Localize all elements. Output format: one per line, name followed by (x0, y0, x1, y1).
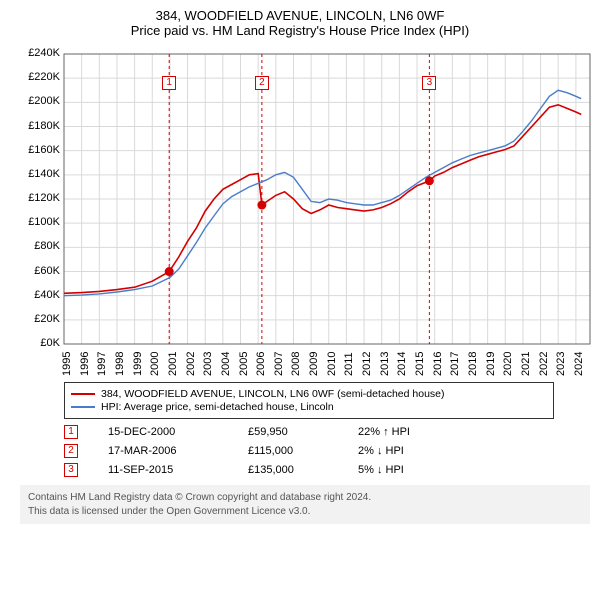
x-tick-label: 2014 (396, 352, 408, 376)
event-price: £59,950 (248, 426, 328, 438)
x-tick-label: 2002 (185, 352, 197, 376)
y-tick-label: £200K (20, 95, 60, 107)
x-tick-label: 2001 (167, 352, 179, 376)
y-tick-label: £120K (20, 192, 60, 204)
x-tick-label: 2004 (220, 352, 232, 376)
title-sub: Price paid vs. HM Land Registry's House … (10, 23, 590, 38)
x-tick-label: 2012 (361, 352, 373, 376)
x-tick-label: 2015 (414, 352, 426, 376)
event-price: £135,000 (248, 464, 328, 476)
title-block: 384, WOODFIELD AVENUE, LINCOLN, LN6 0WF … (10, 8, 590, 38)
x-tick-label: 2000 (149, 352, 161, 376)
chart-area: £0K £20K £40K £60K £80K £100K £120K £140K £160K £… (10, 46, 600, 376)
chart-svg (10, 46, 600, 376)
x-tick-label: 2003 (202, 352, 214, 376)
events-table: 1 15-DEC-2000 £59,950 22% ↑ HPI 2 17-MAR… (64, 425, 590, 477)
legend-label: HPI: Average price, semi-detached house,… (101, 401, 334, 413)
y-tick-label: £240K (20, 47, 60, 59)
x-tick-label: 2021 (520, 352, 532, 376)
legend-label: 384, WOODFIELD AVENUE, LINCOLN, LN6 0WF … (101, 388, 445, 400)
x-tick-label: 1995 (61, 352, 73, 376)
event-date: 11-SEP-2015 (108, 464, 218, 476)
y-tick-label: £80K (20, 240, 60, 252)
x-tick-label: 1999 (132, 352, 144, 376)
event-row: 1 15-DEC-2000 £59,950 22% ↑ HPI (64, 425, 590, 439)
y-tick-label: £220K (20, 71, 60, 83)
legend-swatch (71, 393, 95, 395)
footer-line-1: Contains HM Land Registry data © Crown c… (28, 491, 582, 505)
x-tick-label: 2006 (255, 352, 267, 376)
legend-swatch (71, 406, 95, 408)
event-date: 17-MAR-2006 (108, 445, 218, 457)
x-tick-label: 1998 (114, 352, 126, 376)
legend: 384, WOODFIELD AVENUE, LINCOLN, LN6 0WF … (64, 382, 554, 419)
attribution-footer: Contains HM Land Registry data © Crown c… (20, 485, 590, 524)
event-diff: 22% ↑ HPI (358, 426, 458, 438)
event-date: 15-DEC-2000 (108, 426, 218, 438)
x-tick-label: 2017 (449, 352, 461, 376)
x-tick-label: 2023 (555, 352, 567, 376)
x-tick-label: 2016 (432, 352, 444, 376)
figure-container: 384, WOODFIELD AVENUE, LINCOLN, LN6 0WF … (0, 0, 600, 534)
x-tick-label: 2019 (485, 352, 497, 376)
event-diff: 5% ↓ HPI (358, 464, 458, 476)
x-tick-label: 2020 (502, 352, 514, 376)
footer-line-2: This data is licensed under the Open Gov… (28, 505, 582, 519)
x-tick-label: 1997 (96, 352, 108, 376)
y-tick-label: £0K (20, 337, 60, 349)
x-tick-label: 2008 (290, 352, 302, 376)
title-main: 384, WOODFIELD AVENUE, LINCOLN, LN6 0WF (10, 8, 590, 23)
event-badge: 2 (64, 444, 78, 458)
y-tick-label: £60K (20, 265, 60, 277)
event-marker-badge: 3 (422, 76, 436, 90)
x-tick-label: 2011 (343, 352, 355, 376)
y-tick-label: £160K (20, 144, 60, 156)
event-badge: 1 (64, 425, 78, 439)
event-row: 2 17-MAR-2006 £115,000 2% ↓ HPI (64, 444, 590, 458)
x-tick-label: 2010 (326, 352, 338, 376)
event-marker-badge: 1 (162, 76, 176, 90)
legend-item: HPI: Average price, semi-detached house,… (71, 401, 547, 413)
event-diff: 2% ↓ HPI (358, 445, 458, 457)
event-badge: 3 (64, 463, 78, 477)
x-tick-label: 2018 (467, 352, 479, 376)
x-tick-label: 2013 (379, 352, 391, 376)
legend-item: 384, WOODFIELD AVENUE, LINCOLN, LN6 0WF … (71, 388, 547, 400)
y-tick-label: £100K (20, 216, 60, 228)
y-tick-label: £140K (20, 168, 60, 180)
event-row: 3 11-SEP-2015 £135,000 5% ↓ HPI (64, 463, 590, 477)
x-tick-label: 2009 (308, 352, 320, 376)
y-tick-label: £20K (20, 313, 60, 325)
event-marker-badge: 2 (255, 76, 269, 90)
x-tick-label: 1996 (79, 352, 91, 376)
x-tick-label: 2007 (273, 352, 285, 376)
x-tick-label: 2024 (573, 352, 585, 376)
y-tick-label: £180K (20, 120, 60, 132)
y-tick-label: £40K (20, 289, 60, 301)
event-price: £115,000 (248, 445, 328, 457)
x-tick-label: 2022 (538, 352, 550, 376)
x-tick-label: 2005 (238, 352, 250, 376)
